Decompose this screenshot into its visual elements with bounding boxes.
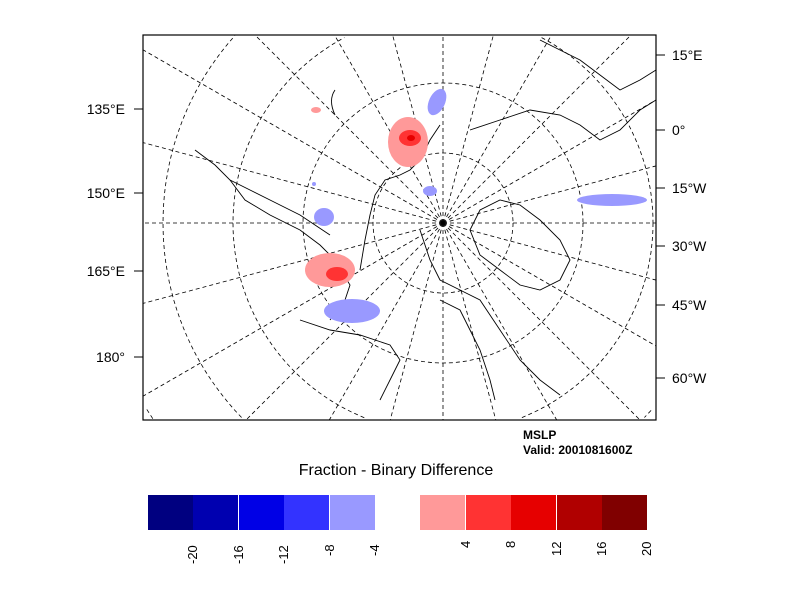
colorbar-swatch (193, 495, 239, 530)
meridian-line (442, 35, 632, 224)
latitude-circle (146, 38, 153, 419)
colorbar-swatch (556, 495, 602, 530)
lon-label-165e: 165°E (86, 263, 125, 279)
meridian-line (442, 35, 494, 224)
lon-label-0: 0° (672, 122, 686, 138)
meridian-line (389, 222, 444, 420)
colorbar-swatch (602, 495, 647, 530)
colorbar-label: 4 (457, 540, 473, 548)
lon-label-15e: 15°E (672, 47, 703, 63)
difference-contours (305, 88, 647, 323)
colorbar-swatch (465, 495, 511, 530)
meridian-line (245, 222, 444, 420)
meridian-line (392, 35, 444, 224)
map-frame (142, 34, 657, 421)
meridian-line (143, 222, 444, 304)
variable-label: MSLP (523, 428, 557, 442)
meridian-line (254, 35, 444, 224)
lon-label-150e: 150°E (86, 185, 125, 201)
axis-ticks (134, 54, 665, 379)
colorbar-label: -4 (367, 544, 382, 556)
graticule (143, 35, 656, 420)
meridian-line (442, 222, 656, 281)
colorbar-label: -16 (230, 545, 246, 564)
colorbar-label: -12 (276, 545, 292, 564)
meridian-line (143, 142, 444, 224)
lon-label-30w: 30°W (672, 238, 707, 254)
colorbar-swatch (420, 495, 466, 530)
colorbar-label: -8 (321, 544, 337, 556)
colorbar-label: 8 (503, 540, 519, 548)
colorbar-swatch (238, 495, 284, 530)
meridian-line (442, 222, 558, 420)
meridian-line (328, 222, 444, 420)
colorbar-label: 12 (548, 541, 564, 556)
colorbar-swatch (329, 495, 375, 530)
meridian-line (442, 222, 641, 420)
lon-label-60w: 60°W (672, 370, 707, 386)
valid-time-label: Valid: 2001081600Z (523, 443, 633, 457)
meridian-line (442, 99, 656, 224)
colorbar-label: 20 (639, 541, 655, 556)
latitude-circle (232, 37, 654, 419)
plot-title: Fraction - Binary Difference (298, 462, 494, 479)
colorbar-swatch (375, 495, 420, 530)
meridian-line (143, 222, 444, 397)
meridian-line (143, 49, 444, 224)
colorbar-swatch (511, 495, 557, 530)
colorbar-swatch (284, 495, 330, 530)
lon-label-180: 180° (96, 349, 125, 365)
coastlines (194, 39, 656, 401)
lon-label-135e: 135°E (86, 101, 125, 117)
meridian-line (442, 35, 552, 224)
colorbar-label: 16 (594, 541, 609, 556)
meridian-line (442, 222, 656, 347)
latitude-circle (162, 35, 652, 418)
lon-label-45w: 45°W (672, 297, 707, 313)
meridian-line (442, 222, 497, 420)
lon-label-15w: 15°W (672, 180, 707, 196)
colorbar-label: -20 (185, 545, 201, 564)
colorbar-swatch (148, 495, 193, 530)
